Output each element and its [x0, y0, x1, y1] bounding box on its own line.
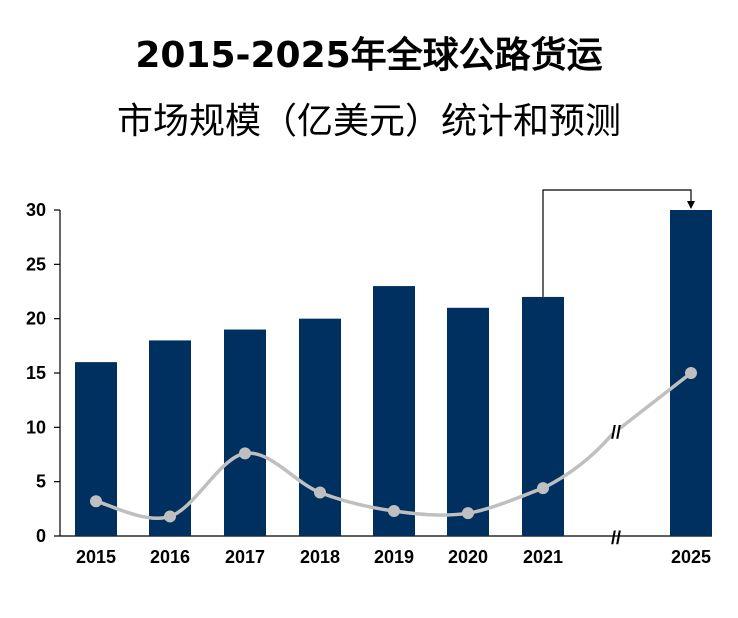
growth-point-2021 — [537, 482, 549, 495]
x-tick-label-2017: 2017 — [225, 547, 265, 567]
growth-curve-2021-break — [541, 432, 614, 490]
y-tick-label-0: 0 — [36, 526, 46, 546]
bar-2019 — [373, 286, 415, 536]
growth-point-2015 — [90, 495, 102, 508]
y-tick-label-5: 5 — [36, 472, 46, 492]
bar-2020 — [447, 307, 489, 536]
connector-line — [542, 189, 692, 297]
growth-point-2020 — [462, 507, 474, 520]
bars — [75, 210, 712, 536]
y-tick-label-30: 30 — [26, 200, 46, 220]
x-tick-label-2020: 2020 — [448, 547, 488, 567]
growth-line-break: // — [611, 422, 621, 442]
bar-2015 — [75, 362, 117, 536]
x-tick-label-2021: 2021 — [523, 547, 563, 567]
growth-point-2017 — [239, 447, 251, 460]
bar-2017 — [224, 329, 266, 536]
y-tick-label-15: 15 — [26, 363, 46, 383]
growth-line-series: // — [90, 367, 697, 523]
x-axis-break: // — [611, 528, 621, 548]
x-tick-label-2025: 2025 — [671, 547, 711, 567]
chart-title-line1: 2015-2025年全球公路货运 — [135, 35, 603, 76]
connector-arrowhead — [687, 201, 695, 209]
y-tick-label-10: 10 — [26, 417, 46, 437]
x-tick-label-2015: 2015 — [76, 547, 116, 567]
chart-title-line2: 市场规模（亿美元）统计和预测 — [116, 101, 621, 142]
growth-point-2018 — [314, 486, 326, 499]
connector-arrow — [542, 189, 695, 297]
y-tick-label-25: 25 — [26, 254, 46, 274]
growth-point-2019 — [388, 505, 400, 518]
growth-point-2025 — [685, 367, 697, 379]
x-tick-label-2016: 2016 — [150, 547, 190, 567]
x-tick-label-2019: 2019 — [374, 547, 414, 567]
growth-point-2016 — [164, 510, 176, 523]
y-tick-label-20: 20 — [26, 309, 46, 329]
x-tick-label-2018: 2018 — [300, 547, 340, 567]
bar-2021 — [522, 296, 564, 536]
bar-2016 — [149, 340, 191, 536]
bar-2018 — [299, 318, 341, 536]
growth-curve-break-2025 — [618, 371, 693, 431]
